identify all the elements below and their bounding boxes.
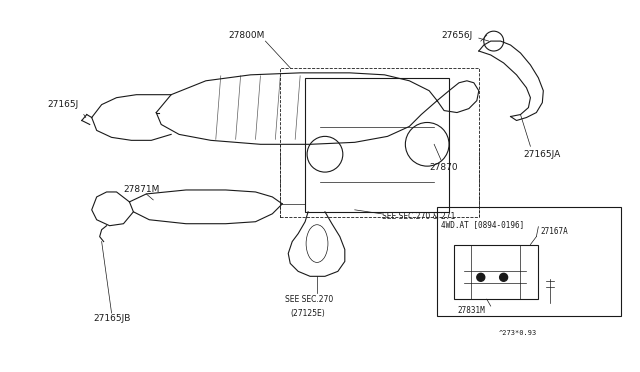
Text: ^273*0.93: ^273*0.93 — [499, 330, 537, 336]
Text: (27125E): (27125E) — [290, 308, 325, 318]
Text: 27165JB: 27165JB — [93, 314, 131, 324]
Text: 27831M: 27831M — [457, 306, 484, 315]
Text: 27167A: 27167A — [540, 227, 568, 236]
Text: SEE SEC.270: SEE SEC.270 — [285, 295, 333, 304]
Text: 27871M: 27871M — [124, 186, 160, 195]
Circle shape — [500, 273, 508, 281]
Text: 27165JA: 27165JA — [524, 150, 561, 159]
Text: 27165J: 27165J — [47, 100, 78, 109]
Text: 27656J: 27656J — [441, 31, 472, 40]
Bar — [280, 68, 479, 217]
Text: SEE SEC.270 & 271: SEE SEC.270 & 271 — [381, 212, 455, 221]
Text: 4WD.AT [0894-0196]: 4WD.AT [0894-0196] — [441, 220, 524, 229]
Text: 27800M: 27800M — [228, 31, 265, 40]
Circle shape — [477, 273, 484, 281]
Bar — [437, 207, 621, 316]
Text: 27870: 27870 — [429, 163, 458, 171]
